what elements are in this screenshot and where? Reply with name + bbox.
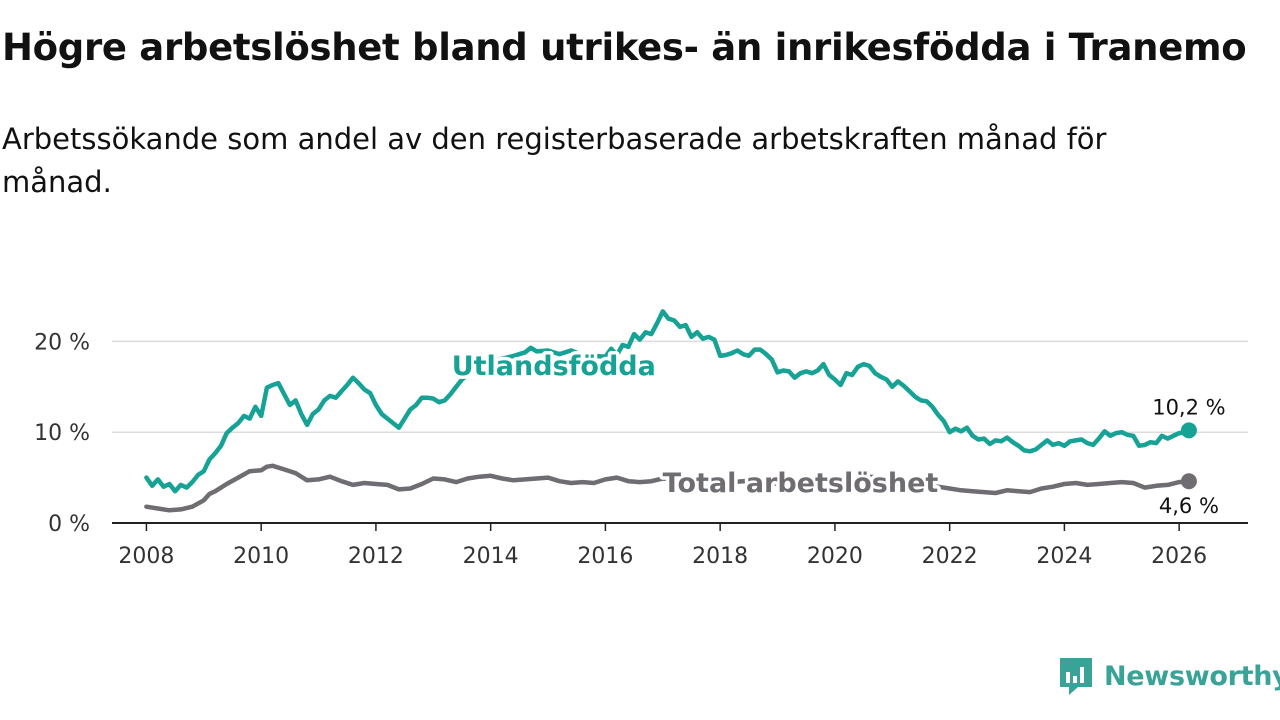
newsworthy-logo-icon xyxy=(1060,658,1092,695)
series-label-utlandsfodda: Utlandsfödda xyxy=(452,351,656,382)
x-tick-label: 2018 xyxy=(692,544,748,569)
x-tick-label: 2012 xyxy=(348,544,404,569)
brand: Newsworthy xyxy=(1058,654,1280,698)
x-tick-label: 2020 xyxy=(807,544,863,569)
chart-subtitle: Arbetssökande som andel av den registerb… xyxy=(2,122,1107,199)
x-tick-label: 2024 xyxy=(1036,544,1092,569)
series-line-total-arbetsloshet xyxy=(144,463,1192,513)
x-tick-label: 2016 xyxy=(577,544,633,569)
end-point-utlandsfodda xyxy=(1180,422,1197,439)
x-tick-label: 2026 xyxy=(1151,544,1207,569)
y-tick-label: 10 % xyxy=(34,421,90,446)
series-line-utlandsfodda xyxy=(144,309,1192,494)
chart-title: Högre arbetslöshet bland utrikes- än inr… xyxy=(2,26,1247,69)
x-tick-label: 2008 xyxy=(118,544,174,569)
y-tick-label: 20 % xyxy=(34,330,90,355)
x-tick-label: 2010 xyxy=(233,544,289,569)
x-tick-label: 2022 xyxy=(922,544,978,569)
end-value-label-total-arbetsloshet: 4,6 % xyxy=(1159,494,1219,518)
brand-name: Newsworthy xyxy=(1104,660,1280,692)
x-tick-label: 2014 xyxy=(463,544,519,569)
end-point-total-arbetsloshet xyxy=(1180,473,1197,490)
y-tick-label: 0 % xyxy=(48,512,90,537)
series-label-total-arbetsloshet: Total arbetslöshet xyxy=(663,468,939,499)
end-value-label-utlandsfodda: 10,2 % xyxy=(1152,395,1225,419)
